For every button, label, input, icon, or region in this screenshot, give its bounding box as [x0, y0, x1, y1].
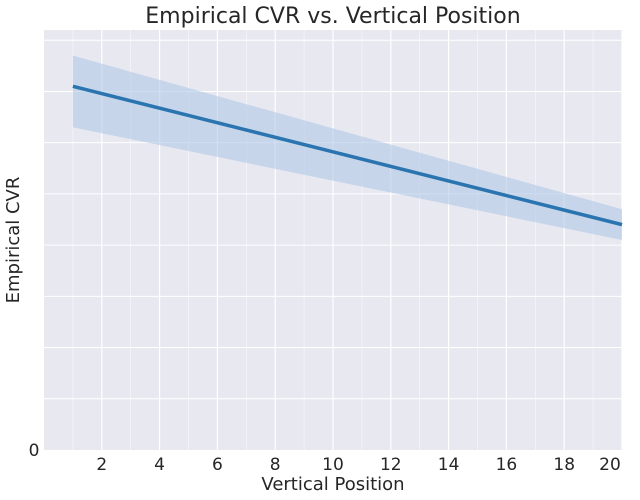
x-tick-label: 14 — [438, 455, 460, 475]
x-axis-label: Vertical Position — [261, 474, 404, 495]
x-tick-label: 10 — [322, 455, 344, 475]
x-tick-label: 18 — [553, 455, 575, 475]
x-tick-label: 12 — [380, 455, 402, 475]
x-tick-label: 6 — [212, 455, 223, 475]
x-tick-label: 8 — [270, 455, 281, 475]
series-line — [72, 84, 623, 227]
y-tick-labels: 0 — [29, 441, 40, 461]
x-tick-labels: 2 4 6 8 10 12 14 16 18 20 — [96, 455, 620, 475]
y-tick-label: 0 — [29, 441, 40, 461]
chart-title: Empirical CVR vs. Vertical Position — [145, 4, 520, 29]
y-axis-label: Empirical CVR — [3, 177, 24, 304]
x-tick-label: 4 — [154, 455, 165, 475]
x-tick-label: 2 — [96, 455, 107, 475]
confidence-band — [72, 55, 622, 240]
x-tick-label: 16 — [496, 455, 518, 475]
x-tick-label: 20 — [599, 455, 621, 475]
